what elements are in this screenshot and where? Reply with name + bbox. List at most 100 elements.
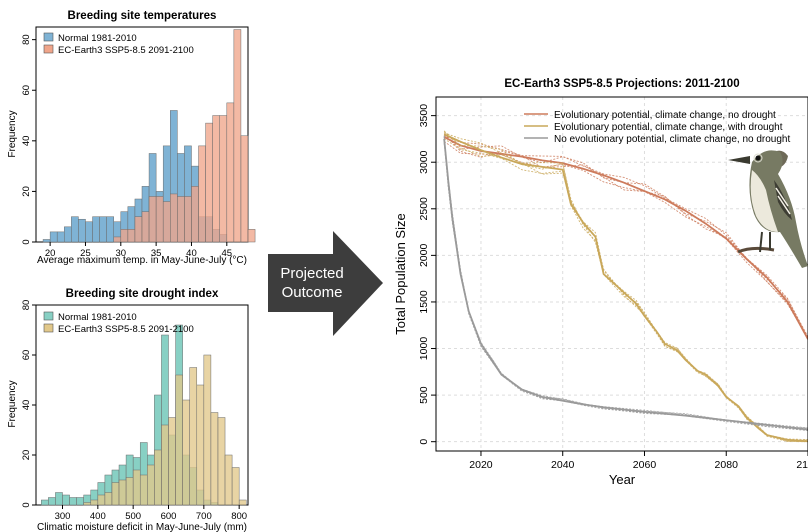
drought-y-tick-label: 80 (21, 300, 32, 311)
drought-x-axis-label: Climatic moisture deficit in May-June-Ju… (37, 522, 247, 532)
drought-future-bar (118, 479, 127, 506)
temperature-y-tick-label: 60 (21, 85, 32, 96)
drought-future-bar (104, 492, 113, 506)
temperature-future-bar (141, 211, 150, 243)
drought-x-tick-label: 700 (196, 511, 212, 522)
drought-y-axis: 0 20 40 60 80 (21, 300, 36, 508)
drought-x-axis: 300 400 500 600 700 800 (55, 505, 247, 522)
temperature-y-tick-label: 0 (21, 239, 32, 244)
drought-y-tick-label: 0 (21, 502, 32, 507)
drought-future-bar (189, 367, 198, 506)
drought-future-bar (90, 499, 99, 506)
drought-future-bar (161, 424, 169, 506)
drought-future-bar (125, 477, 134, 506)
projections-y-tick-label: 1000 (418, 337, 430, 361)
projections-y-axis-label: Total Population Size (393, 213, 408, 334)
drought-normal-bar (69, 497, 77, 506)
drought-future-bar (168, 417, 176, 506)
projections-y-tick-label: 2000 (418, 244, 430, 268)
temperature-future-bar (184, 196, 192, 243)
series-2-replicate-line (443, 137, 808, 429)
temperature-x-tick-label: 20 (45, 248, 56, 259)
arrow-shape (268, 231, 383, 336)
temperature-normal-bar (78, 218, 86, 243)
temperature-future-bar (120, 229, 129, 243)
drought-legend-future-swatch (43, 323, 54, 333)
drought-future-bar (97, 494, 106, 506)
drought-y-tick-label: 20 (21, 450, 32, 461)
series-1-mean-line (443, 133, 808, 443)
projections-frame (435, 96, 808, 452)
drought-legend-normal-label: Normal 1981-2010 (58, 312, 137, 323)
temperature-y-tick-label: 20 (21, 186, 32, 197)
temperature-histogram-title: Breeding site temperatures (68, 10, 217, 22)
temperature-histogram: Breeding site temperatures 20 25 30 35 40 45 … (7, 10, 256, 266)
series-0-replicate-line (444, 135, 808, 339)
temperature-future-bar (162, 201, 171, 243)
temperature-future-bar (240, 135, 249, 243)
drought-future-bar (154, 449, 162, 506)
flycatcher-bird-icon (728, 150, 808, 268)
projections-x-axis: 2020 2040 2060 2080 2100 (469, 451, 808, 471)
temperature-normal-bar (106, 216, 114, 243)
projections-x-axis-label: Year (609, 472, 636, 487)
drought-x-tick-label: 300 (55, 511, 71, 522)
projections-x-tick-label: 2100 (796, 459, 808, 471)
drought-future-bar (132, 469, 141, 506)
temperature-future-bar (191, 186, 199, 243)
temperature-future-bars (113, 29, 256, 243)
drought-future-bar (111, 482, 120, 506)
temperature-future-bar (205, 122, 213, 243)
temperature-legend: Normal 1981-2010 EC-Earth3 SSP5-8.5 2091… (43, 32, 194, 56)
projections-series (443, 130, 808, 443)
temperature-future-bar (148, 196, 157, 243)
temperature-y-axis-label: Frequency (7, 110, 18, 157)
projections-x-tick-label: 2020 (469, 459, 493, 471)
legend-no-evo-label: No evolutionary potential, climate chang… (554, 134, 790, 145)
projections-line-chart: EC-Earth3 SSP5-8.5 Projections: 2011-210… (393, 78, 808, 487)
arrow-label-line1: Projected (280, 265, 343, 282)
drought-normal-bar (41, 499, 49, 506)
projections-y-tick-label: 2500 (418, 197, 430, 221)
temperature-y-tick-label: 80 (21, 34, 32, 45)
temperature-future-bar (233, 29, 242, 243)
temperature-future-bar (134, 216, 143, 243)
drought-future-bar (217, 417, 226, 506)
series-2-mean-line (443, 138, 808, 431)
temperature-y-tick-label: 40 (21, 136, 32, 147)
drought-normal-bar (55, 492, 63, 506)
drought-y-tick-label: 40 (21, 400, 32, 411)
drought-x-tick-label: 500 (125, 511, 141, 522)
drought-legend-normal-swatch (43, 311, 54, 321)
temperature-legend-normal-label: Normal 1981-2010 (58, 33, 137, 44)
projections-y-tick-label: 3000 (418, 150, 430, 174)
projections-x-tick-label: 2060 (633, 459, 657, 471)
drought-future-bar (147, 464, 155, 506)
projections-grid (436, 97, 808, 451)
temperature-y-axis: 0 20 40 60 80 (21, 34, 36, 245)
temperature-x-tick-label: 45 (222, 248, 233, 259)
temperature-future-bar (127, 229, 136, 243)
temperature-normal-bar (64, 226, 72, 243)
projections-y-tick-label: 3500 (418, 104, 430, 128)
drought-y-axis-label: Frequency (7, 380, 18, 427)
temperature-future-bar (212, 115, 220, 243)
temperature-x-tick-label: 40 (186, 248, 197, 259)
temperature-future-bar (226, 102, 235, 243)
projections-legend: Evolutionary potential, climate change, … (524, 110, 790, 145)
temperature-normal-bar (92, 216, 100, 243)
projections-x-tick-label: 2080 (715, 459, 739, 471)
drought-future-bars (83, 354, 247, 506)
drought-histogram-title: Breeding site drought index (66, 288, 219, 300)
projections-y-tick-label: 1500 (418, 290, 430, 314)
temperature-normal-bar (56, 231, 65, 243)
legend-with-drought-label: Evolutionary potential, climate change, … (554, 122, 783, 133)
temperature-normal-bar (49, 231, 58, 243)
drought-normal-bar (76, 497, 84, 506)
drought-future-bar (238, 499, 247, 506)
drought-future-bar (203, 354, 212, 506)
drought-x-tick-label: 400 (90, 511, 106, 522)
drought-x-tick-label: 600 (161, 511, 177, 522)
temperature-future-bar (247, 229, 256, 243)
